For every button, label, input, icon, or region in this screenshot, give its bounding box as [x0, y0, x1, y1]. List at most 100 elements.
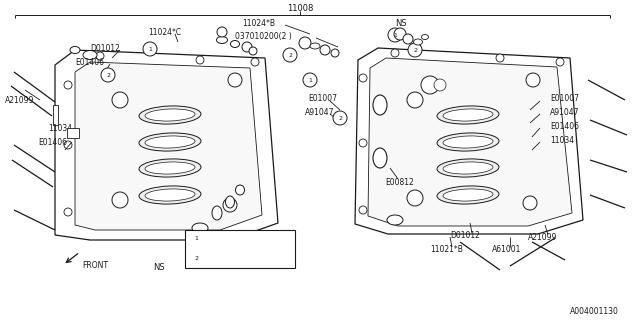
Text: 11024*B: 11024*B	[242, 19, 275, 28]
Text: 2: 2	[338, 116, 342, 121]
Circle shape	[320, 45, 330, 55]
Text: E01007: E01007	[308, 93, 337, 102]
Circle shape	[251, 58, 259, 66]
Text: 1: 1	[308, 77, 312, 83]
Circle shape	[112, 192, 128, 208]
Circle shape	[96, 52, 104, 60]
Ellipse shape	[216, 36, 227, 44]
Circle shape	[190, 233, 202, 245]
Circle shape	[249, 47, 257, 55]
Text: A61001: A61001	[492, 245, 522, 254]
Circle shape	[408, 43, 422, 57]
Text: 2: 2	[194, 257, 198, 261]
Ellipse shape	[145, 109, 195, 121]
Text: A21099: A21099	[528, 234, 557, 243]
Ellipse shape	[310, 43, 320, 49]
Ellipse shape	[192, 223, 208, 233]
Circle shape	[331, 49, 339, 57]
Ellipse shape	[437, 186, 499, 204]
Text: E00812: E00812	[385, 178, 413, 187]
Text: A91047: A91047	[550, 108, 579, 116]
Ellipse shape	[225, 196, 234, 208]
Text: D01012: D01012	[450, 230, 480, 239]
Circle shape	[391, 49, 399, 57]
Ellipse shape	[139, 186, 201, 204]
Text: 11034: 11034	[48, 124, 72, 132]
Circle shape	[112, 92, 128, 108]
Circle shape	[359, 206, 367, 214]
Ellipse shape	[145, 189, 195, 201]
Text: 2: 2	[288, 52, 292, 58]
Circle shape	[526, 73, 540, 87]
Text: 1: 1	[393, 33, 397, 37]
Ellipse shape	[443, 136, 493, 148]
Ellipse shape	[230, 41, 239, 47]
Circle shape	[228, 73, 242, 87]
Bar	[53, 105, 58, 125]
Circle shape	[333, 111, 347, 125]
Text: 11021*B: 11021*B	[430, 245, 463, 254]
Circle shape	[434, 79, 446, 91]
Circle shape	[523, 196, 537, 210]
Text: NS: NS	[153, 263, 164, 273]
Ellipse shape	[422, 35, 429, 39]
Text: E01007: E01007	[550, 93, 579, 102]
Ellipse shape	[139, 159, 201, 177]
Text: D01012: D01012	[90, 44, 120, 52]
Polygon shape	[355, 48, 583, 234]
Polygon shape	[55, 50, 278, 240]
Text: 1: 1	[194, 236, 198, 242]
Circle shape	[421, 76, 439, 94]
Circle shape	[388, 28, 402, 42]
Circle shape	[64, 208, 72, 216]
Circle shape	[143, 42, 157, 56]
Circle shape	[496, 54, 504, 62]
Circle shape	[223, 198, 237, 212]
Ellipse shape	[387, 215, 403, 225]
Ellipse shape	[139, 106, 201, 124]
Text: D370S: D370S	[210, 235, 236, 244]
Circle shape	[64, 141, 72, 149]
Ellipse shape	[145, 162, 195, 174]
Ellipse shape	[70, 46, 80, 53]
Text: FRONT: FRONT	[82, 260, 108, 269]
Polygon shape	[368, 58, 572, 226]
Circle shape	[359, 74, 367, 82]
Circle shape	[303, 73, 317, 87]
Ellipse shape	[413, 39, 422, 45]
Text: 11008: 11008	[287, 4, 313, 12]
Circle shape	[359, 139, 367, 147]
Ellipse shape	[212, 206, 222, 220]
Ellipse shape	[236, 185, 244, 195]
Text: E01406: E01406	[38, 138, 67, 147]
Ellipse shape	[145, 136, 195, 148]
Text: 11024*C: 11024*C	[148, 28, 181, 36]
Ellipse shape	[373, 148, 387, 168]
Ellipse shape	[83, 51, 97, 60]
Text: 11024*A: 11024*A	[210, 254, 243, 263]
Polygon shape	[75, 62, 262, 230]
Circle shape	[101, 68, 115, 82]
Text: 11034: 11034	[550, 135, 574, 145]
Circle shape	[394, 28, 406, 40]
Circle shape	[242, 42, 252, 52]
Ellipse shape	[443, 162, 493, 174]
Text: 2: 2	[413, 47, 417, 52]
Circle shape	[196, 56, 204, 64]
Ellipse shape	[443, 189, 493, 201]
Text: NS: NS	[395, 19, 406, 28]
Text: A91047: A91047	[305, 108, 335, 116]
Ellipse shape	[443, 109, 493, 121]
Text: E01406: E01406	[75, 58, 104, 67]
Text: E01406: E01406	[550, 122, 579, 131]
Text: A004001130: A004001130	[570, 308, 619, 316]
Ellipse shape	[437, 106, 499, 124]
Circle shape	[407, 92, 423, 108]
Text: 2: 2	[106, 73, 110, 77]
Text: 037010200(2 ): 037010200(2 )	[235, 31, 292, 41]
Circle shape	[190, 253, 202, 265]
Ellipse shape	[437, 133, 499, 151]
Ellipse shape	[437, 159, 499, 177]
Circle shape	[407, 190, 423, 206]
Circle shape	[556, 58, 564, 66]
